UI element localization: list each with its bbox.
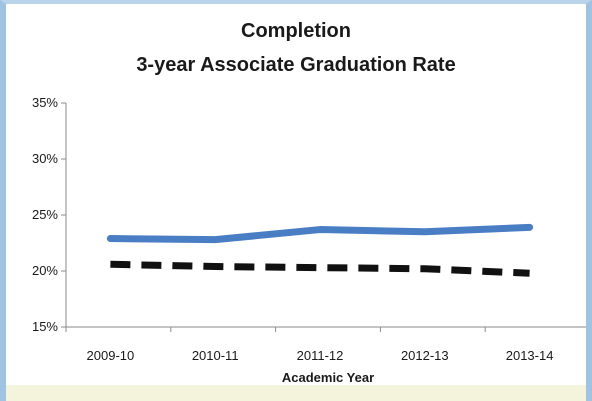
series-line-2 (110, 260, 530, 277)
x-tick-label: 2009-10 (87, 348, 135, 363)
chart-title: Completion (241, 20, 351, 42)
x-tick-label: 2013-14 (506, 348, 554, 363)
y-tick-label: 25% (32, 207, 58, 222)
bottom-strip (6, 385, 586, 401)
series-layer (106, 223, 534, 277)
y-tick-label: 30% (32, 151, 58, 166)
series-line-1 (106, 223, 534, 244)
x-tick-label: 2011-12 (297, 348, 344, 363)
x-tick-label: 2012-13 (401, 348, 449, 363)
chart-subtitle: 3-year Associate Graduation Rate (136, 54, 456, 76)
x-tick-label: 2010-11 (192, 348, 239, 363)
y-tick-label: 20% (32, 263, 58, 278)
tick-labels: 15% 20% 25% 30% 35% 2009-10 2010-11 2011-12 2012… (32, 95, 553, 363)
y-tick-label: 15% (32, 319, 58, 334)
y-tick-label: 35% (32, 95, 58, 110)
axes (61, 102, 586, 332)
chart-area (6, 4, 586, 401)
line-chart: 15% 20% 25% 30% 35% 2009-10 2010-11 2011-12 2012… (32, 95, 586, 385)
x-axis-title: Academic Year (282, 370, 374, 385)
